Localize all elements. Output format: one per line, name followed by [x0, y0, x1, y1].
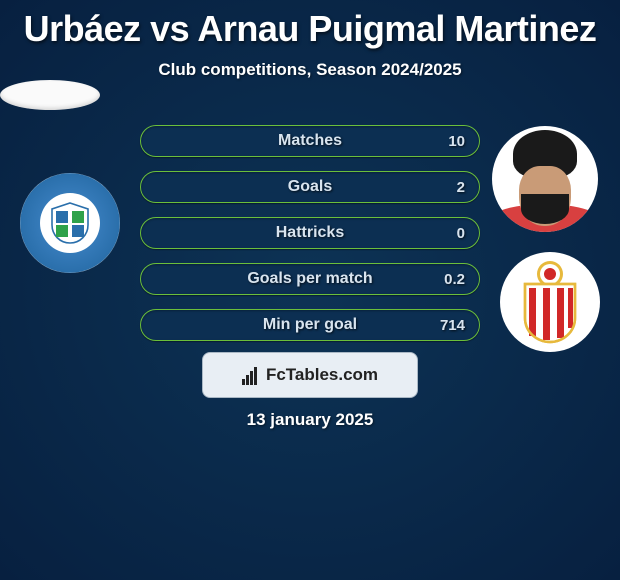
site-label: FcTables.com [266, 365, 378, 385]
stat-value-right: 0.2 [444, 271, 465, 288]
stat-pill: Hattricks 0 [140, 217, 480, 249]
stat-label: Goals [288, 178, 332, 196]
barchart-icon [242, 365, 262, 385]
stat-value-right: 0 [457, 225, 465, 242]
page-title: Urbáez vs Arnau Puigmal Martinez [0, 0, 620, 50]
stat-value-right: 714 [440, 317, 465, 334]
stat-value-right: 2 [457, 179, 465, 196]
subtitle: Club competitions, Season 2024/2025 [0, 60, 620, 80]
stat-label: Goals per match [247, 270, 372, 288]
stat-label: Matches [278, 132, 342, 150]
date-label: 13 january 2025 [0, 410, 620, 430]
stat-row: Matches 10 [0, 118, 620, 164]
stats-list: Matches 10 Goals 2 Hattricks 0 Goals per… [0, 118, 620, 348]
stat-label: Hattricks [276, 224, 344, 242]
player1-avatar [0, 80, 100, 110]
stat-pill: Min per goal 714 [140, 309, 480, 341]
stat-row: Min per goal 714 [0, 302, 620, 348]
stat-label: Min per goal [263, 316, 357, 334]
stat-pill: Goals per match 0.2 [140, 263, 480, 295]
stat-row: Goals 2 [0, 164, 620, 210]
stat-row: Hattricks 0 [0, 210, 620, 256]
stat-row: Goals per match 0.2 [0, 256, 620, 302]
stat-pill: Matches 10 [140, 125, 480, 157]
stat-pill: Goals 2 [140, 171, 480, 203]
site-link[interactable]: FcTables.com [202, 352, 418, 398]
stat-value-right: 10 [448, 133, 465, 150]
